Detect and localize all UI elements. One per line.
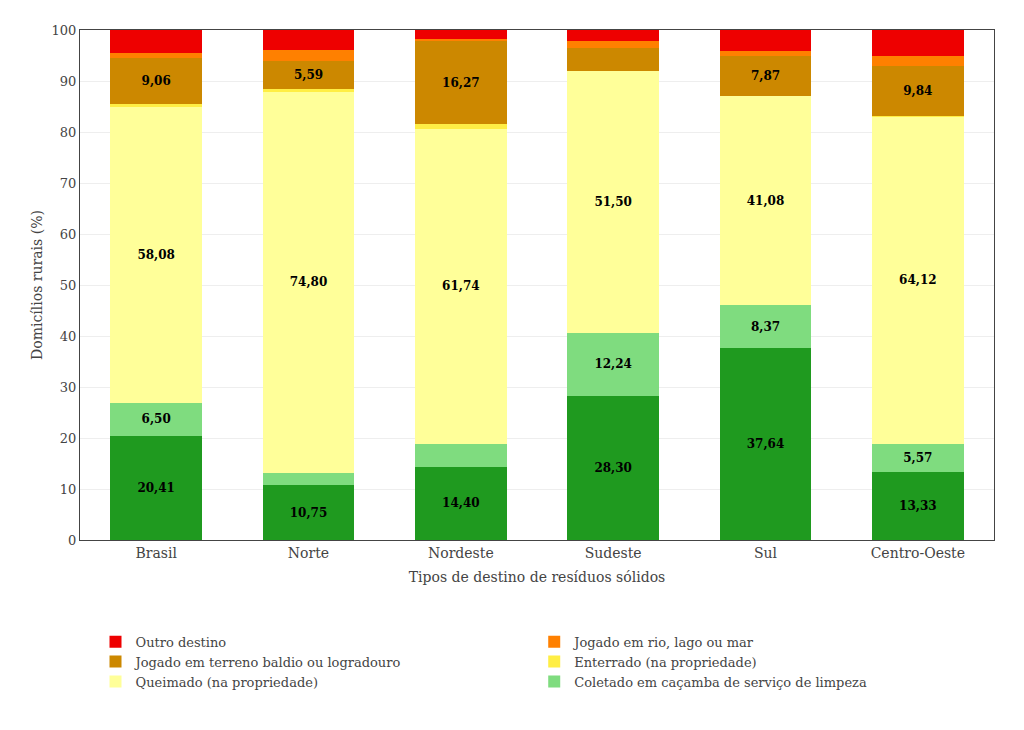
- svg-text:Nordeste: Nordeste: [428, 545, 494, 561]
- svg-text:Coletado em caçamba de serviço: Coletado em caçamba de serviço de limpez…: [574, 675, 867, 690]
- svg-text:Queimado (na propriedade): Queimado (na propriedade): [136, 675, 318, 690]
- svg-text:74,80: 74,80: [290, 275, 328, 289]
- svg-text:64,12: 64,12: [899, 273, 937, 287]
- svg-text:60: 60: [60, 227, 77, 242]
- svg-text:90: 90: [60, 74, 77, 89]
- svg-text:14,40: 14,40: [442, 496, 480, 510]
- svg-text:80: 80: [60, 125, 77, 140]
- svg-text:51,50: 51,50: [594, 195, 632, 209]
- svg-text:Jogado em terreno baldio ou lo: Jogado em terreno baldio ou logradouro: [134, 655, 401, 670]
- svg-text:9,06: 9,06: [142, 74, 171, 88]
- svg-text:16,27: 16,27: [442, 76, 480, 90]
- svg-text:Tipos de destino de resíduos s: Tipos de destino de resíduos sólidos: [409, 569, 666, 585]
- svg-text:8,37: 8,37: [751, 320, 780, 334]
- svg-text:9,84: 9,84: [903, 84, 932, 98]
- svg-text:Enterrado (na propriedade): Enterrado (na propriedade): [574, 655, 756, 670]
- svg-text:Jogado em rio, lago ou mar: Jogado em rio, lago ou mar: [572, 635, 754, 650]
- svg-text:Sul: Sul: [754, 545, 778, 561]
- svg-text:58,08: 58,08: [137, 248, 175, 262]
- svg-text:28,30: 28,30: [594, 461, 632, 475]
- svg-text:30: 30: [60, 380, 77, 395]
- svg-text:5,57: 5,57: [903, 451, 932, 465]
- svg-text:5,59: 5,59: [294, 68, 323, 82]
- svg-text:13,33: 13,33: [899, 499, 937, 513]
- svg-text:70: 70: [60, 176, 77, 191]
- svg-text:50: 50: [60, 278, 77, 293]
- svg-text:Domicílios rurais (%): Domicílios rurais (%): [29, 210, 45, 360]
- svg-text:40: 40: [60, 329, 77, 344]
- svg-text:Norte: Norte: [288, 545, 329, 561]
- svg-text:Centro-Oeste: Centro-Oeste: [871, 545, 965, 561]
- svg-text:61,74: 61,74: [442, 279, 480, 293]
- svg-text:37,64: 37,64: [747, 437, 785, 451]
- svg-text:10,75: 10,75: [290, 506, 328, 520]
- svg-text:10: 10: [60, 482, 77, 497]
- svg-text:Outro destino: Outro destino: [136, 635, 227, 650]
- svg-text:6,50: 6,50: [142, 412, 171, 426]
- svg-text:41,08: 41,08: [747, 194, 785, 208]
- svg-text:Sudeste: Sudeste: [585, 545, 642, 561]
- svg-text:7,87: 7,87: [751, 69, 780, 83]
- svg-text:20,41: 20,41: [137, 481, 175, 495]
- svg-text:Brasil: Brasil: [135, 545, 177, 561]
- svg-text:100: 100: [52, 23, 77, 38]
- svg-text:12,24: 12,24: [594, 357, 632, 371]
- svg-text:20: 20: [60, 431, 77, 446]
- svg-text:0: 0: [68, 533, 76, 548]
